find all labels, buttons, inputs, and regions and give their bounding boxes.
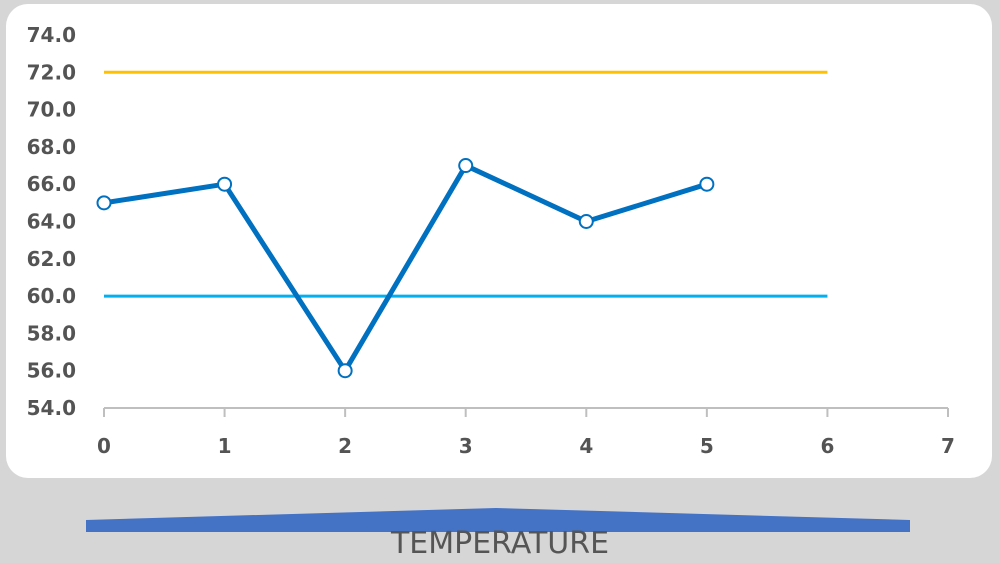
y-tick-label: 70.0 — [27, 98, 76, 122]
y-tick-label: 56.0 — [27, 359, 76, 383]
x-tick-label: 1 — [218, 434, 232, 458]
x-tick-label: 5 — [700, 434, 714, 458]
y-tick-label: 62.0 — [27, 247, 76, 271]
y-tick-label: 58.0 — [27, 321, 76, 345]
x-tick-label: 3 — [459, 434, 473, 458]
y-tick-label: 74.0 — [27, 23, 76, 47]
y-tick-label: 66.0 — [27, 172, 76, 196]
chart-card — [6, 4, 992, 478]
data-point-marker — [337, 363, 353, 379]
title-band-shape — [86, 508, 910, 532]
data-series — [96, 158, 715, 379]
x-tick-label: 6 — [820, 434, 834, 458]
x-tick-label: 2 — [338, 434, 352, 458]
axes — [103, 407, 949, 417]
temperature-series-line — [103, 163, 708, 374]
reference-lines — [104, 70, 828, 298]
data-point-marker — [217, 176, 233, 192]
y-tick-labels: 54.0 56.0 58.0 60.0 62.0 64.0 66.0 68.0 70.0 72.0… — [27, 23, 76, 420]
y-tick-label: 72.0 — [27, 60, 76, 84]
y-tick-label: 54.0 — [27, 396, 76, 420]
y-tick-label: 68.0 — [27, 135, 76, 159]
data-point-marker — [578, 214, 594, 229]
chart-title: TEMPERATURE — [390, 526, 610, 561]
x-tick-label: 7 — [941, 434, 955, 458]
data-point-marker — [699, 176, 715, 192]
x-tick-labels: 0 1 2 3 4 5 6 7 — [97, 434, 955, 458]
x-tick-label: 0 — [97, 434, 111, 458]
data-point-marker — [458, 158, 474, 174]
y-tick-label: 60.0 — [27, 284, 76, 308]
x-tick-label: 4 — [579, 434, 593, 458]
data-point-marker — [96, 195, 112, 211]
y-tick-label: 64.0 — [27, 210, 76, 234]
title-band — [86, 508, 910, 532]
